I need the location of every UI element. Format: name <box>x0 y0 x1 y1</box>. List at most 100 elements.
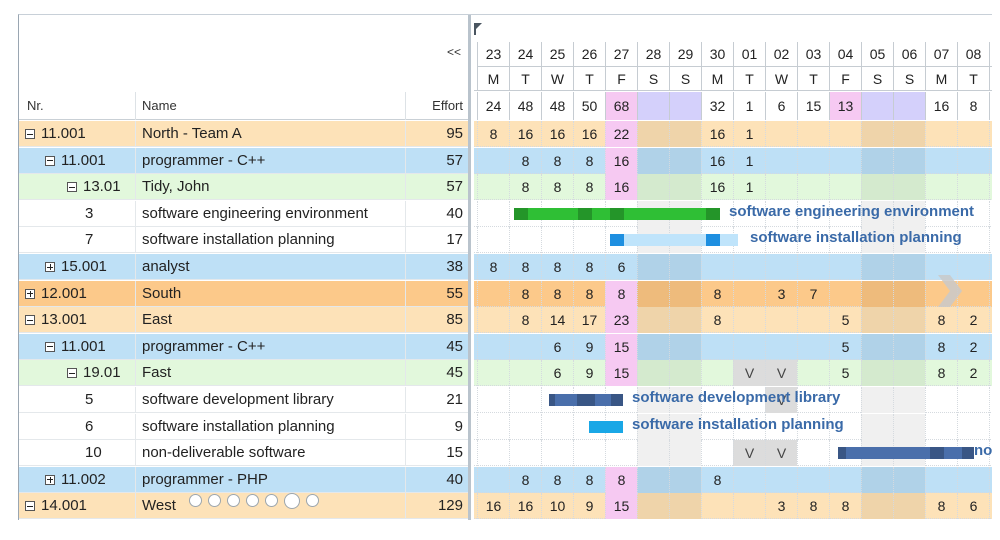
pager-dot[interactable] <box>208 494 221 507</box>
table-row[interactable]: 3 software engineering environment 40 <box>19 200 468 227</box>
day-number[interactable]: 23 <box>477 42 509 66</box>
gantt-row[interactable]: 8 16 16 16 22 16 1 <box>474 121 992 147</box>
table-row[interactable]: 7 software installation planning 17 <box>19 227 468 254</box>
row-effort-cell: 129 <box>437 497 463 515</box>
gantt-row[interactable] <box>474 413 992 440</box>
day-number[interactable]: 09 <box>989 42 992 66</box>
day-cell <box>669 147 701 174</box>
day-cell <box>765 466 797 493</box>
collapse-icon[interactable] <box>67 182 77 193</box>
day-number[interactable]: 27 <box>605 42 637 66</box>
pager-dot-active[interactable] <box>284 493 300 509</box>
expand-icon[interactable] <box>25 288 35 299</box>
table-row[interactable]: 10 non-deliverable software 15 <box>19 440 468 467</box>
table-row[interactable]: 11.001 programmer - C++ 45 <box>19 333 468 360</box>
expand-icon[interactable] <box>45 474 55 485</box>
collapse-icon[interactable] <box>45 341 55 352</box>
day-cell <box>733 413 765 440</box>
collapse-icon[interactable] <box>45 155 55 166</box>
day-cell <box>765 254 797 280</box>
chevron-right-icon[interactable] <box>934 273 964 309</box>
day-cell: 3 <box>765 280 797 307</box>
day-number[interactable]: 04 <box>829 42 861 66</box>
column-header-effort[interactable]: Effort <box>432 98 463 113</box>
day-cell: 6 <box>957 493 989 520</box>
pager-dot[interactable] <box>306 494 319 507</box>
collapse-icon[interactable] <box>25 129 35 139</box>
day-number[interactable]: 02 <box>765 42 797 66</box>
day-cell: 8 <box>925 307 957 334</box>
task-bar[interactable] <box>549 394 623 406</box>
table-row[interactable]: 11.001 programmer - C++ 57 <box>19 147 468 174</box>
day-cell <box>733 333 765 360</box>
weekday-label <box>989 66 992 90</box>
day-total <box>669 92 701 120</box>
pager-dot[interactable] <box>227 494 240 507</box>
day-cell: 8 <box>541 174 573 201</box>
day-cell: 16 <box>605 174 637 201</box>
task-bar[interactable] <box>514 207 720 220</box>
row-name-cell: programmer - PHP <box>136 466 406 493</box>
table-row[interactable]: 13.001 East 85 <box>19 307 468 334</box>
table-row[interactable]: 11.001 North - Team A 95 <box>19 121 468 147</box>
table-row[interactable]: 19.01 Fast 45 <box>19 360 468 387</box>
table-row[interactable]: 12.001 South 55 <box>19 280 468 307</box>
table-row[interactable]: 6 software installation planning 9 <box>19 413 468 440</box>
table-row[interactable]: 5 software development library 21 <box>19 387 468 413</box>
day-cell <box>989 307 992 334</box>
resource-planner: << Nr. Name Effort 11.001 North - Team A 9… <box>18 14 992 520</box>
row-nr-text: 5 <box>85 391 94 408</box>
bar-segment[interactable] <box>610 234 624 247</box>
row-nr-cell: 15.001 <box>19 254 136 280</box>
day-cell <box>573 227 605 254</box>
gantt-row[interactable]: 16 16 10 9 15 3 8 8 8 6 <box>474 493 992 520</box>
collapse-icon[interactable] <box>25 501 35 512</box>
table-row[interactable]: 13.01 Tidy, John 57 <box>19 174 468 201</box>
column-header-name[interactable]: Name <box>136 92 406 120</box>
gantt-row[interactable]: 8 14 17 23 8 5 8 2 <box>474 307 992 334</box>
gantt-row[interactable]: 8 8 8 16 16 1 <box>474 174 992 201</box>
day-number[interactable]: 08 <box>957 42 989 66</box>
day-cell: 16 <box>701 147 733 174</box>
pager-dot[interactable] <box>189 494 202 507</box>
day-number[interactable]: 03 <box>797 42 829 66</box>
expand-icon[interactable] <box>45 262 55 272</box>
collapse-icon[interactable] <box>67 368 77 379</box>
day-number[interactable]: 07 <box>925 42 957 66</box>
collapse-icon[interactable] <box>25 315 35 326</box>
day-cell <box>861 413 893 440</box>
day-number[interactable]: 28 <box>637 42 669 66</box>
table-row[interactable]: 15.001 analyst 38 <box>19 254 468 280</box>
day-cell <box>797 413 829 440</box>
pager-dot[interactable] <box>265 494 278 507</box>
day-cell <box>797 440 829 467</box>
table-row[interactable]: 11.002 programmer - PHP 40 <box>19 466 468 493</box>
collapse-button[interactable]: << <box>447 45 462 59</box>
column-header-nr[interactable]: Nr. <box>19 92 136 120</box>
pager-dot[interactable] <box>246 494 259 507</box>
day-number[interactable]: 05 <box>861 42 893 66</box>
table-row[interactable]: 14.001 West 129 <box>19 493 468 520</box>
task-bar[interactable] <box>838 447 974 460</box>
day-cell: 5 <box>829 360 861 387</box>
day-number[interactable]: 26 <box>573 42 605 66</box>
day-number[interactable]: 29 <box>669 42 701 66</box>
day-cell <box>733 466 765 493</box>
day-number[interactable]: 24 <box>509 42 541 66</box>
gantt-row[interactable]: 6 9 15 V V 5 8 2 <box>474 360 992 387</box>
day-number[interactable]: 01 <box>733 42 765 66</box>
task-bar[interactable] <box>589 420 623 433</box>
day-cell <box>861 121 893 147</box>
gantt-row[interactable]: 6 9 15 5 8 2 <box>474 333 992 360</box>
day-number[interactable]: 06 <box>893 42 925 66</box>
day-number[interactable]: 25 <box>541 42 573 66</box>
weekday-label: M <box>701 66 733 90</box>
bar-segment <box>578 207 592 220</box>
gantt-row[interactable]: 8 8 8 16 16 1 <box>474 147 992 174</box>
bar-segment[interactable] <box>706 234 720 247</box>
day-number[interactable]: 30 <box>701 42 733 66</box>
row-effort-cell: 40 <box>446 470 463 488</box>
